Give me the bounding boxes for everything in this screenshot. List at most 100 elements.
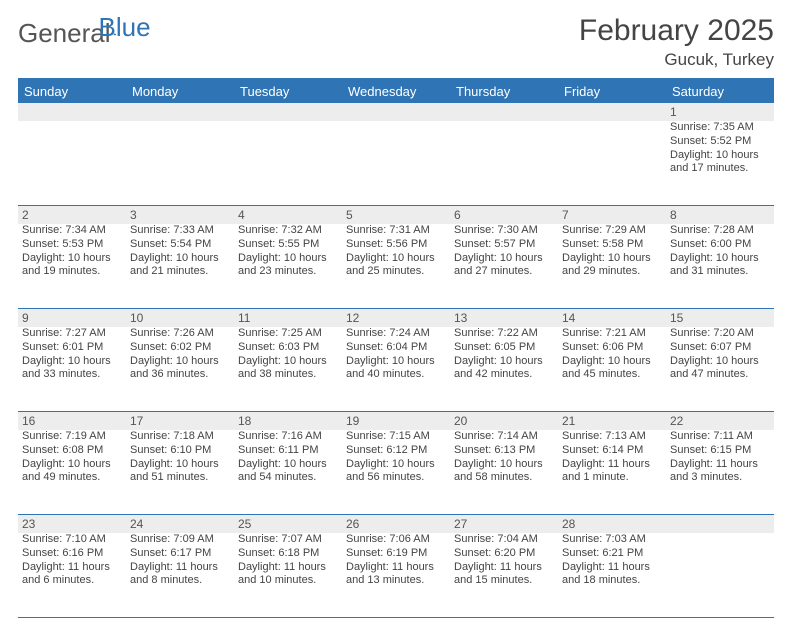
sunrise-text: Sunrise: 7:34 AM xyxy=(22,224,122,238)
day-cell-body: Sunrise: 7:11 AMSunset: 6:15 PMDaylight:… xyxy=(666,430,774,489)
logo-text-general: General xyxy=(18,18,111,49)
day-cell: Sunrise: 7:33 AMSunset: 5:54 PMDaylight:… xyxy=(126,224,234,308)
day-number: 9 xyxy=(18,309,126,327)
week-row: Sunrise: 7:35 AMSunset: 5:52 PMDaylight:… xyxy=(18,121,774,206)
sunset-text: Sunset: 6:13 PM xyxy=(454,444,554,458)
daylight-text: Daylight: 10 hours and 40 minutes. xyxy=(346,355,446,383)
day-cell: Sunrise: 7:04 AMSunset: 6:20 PMDaylight:… xyxy=(450,533,558,617)
daylight-text: Daylight: 10 hours and 38 minutes. xyxy=(238,355,338,383)
daylight-text: Daylight: 10 hours and 23 minutes. xyxy=(238,252,338,280)
day-cell: Sunrise: 7:03 AMSunset: 6:21 PMDaylight:… xyxy=(558,533,666,617)
week-row: Sunrise: 7:19 AMSunset: 6:08 PMDaylight:… xyxy=(18,430,774,515)
day-number: 14 xyxy=(558,309,666,327)
sunset-text: Sunset: 6:17 PM xyxy=(130,547,230,561)
sunrise-text: Sunrise: 7:31 AM xyxy=(346,224,446,238)
brand-logo: General Blue xyxy=(18,14,197,49)
day-number-row: 1 xyxy=(18,103,774,121)
day-cell xyxy=(666,533,774,617)
daylight-text: Daylight: 11 hours and 18 minutes. xyxy=(562,561,662,589)
day-number: 8 xyxy=(666,206,774,224)
day-number-row: 2345678 xyxy=(18,206,774,224)
day-cell: Sunrise: 7:18 AMSunset: 6:10 PMDaylight:… xyxy=(126,430,234,514)
day-number: 7 xyxy=(558,206,666,224)
sunrise-text: Sunrise: 7:25 AM xyxy=(238,327,338,341)
day-number xyxy=(450,103,558,121)
month-title: February 2025 xyxy=(579,14,774,48)
day-number: 19 xyxy=(342,412,450,430)
sunset-text: Sunset: 6:21 PM xyxy=(562,547,662,561)
day-header: Sunday xyxy=(18,80,126,103)
day-cell-body: Sunrise: 7:10 AMSunset: 6:16 PMDaylight:… xyxy=(18,533,126,592)
day-cell-body: Sunrise: 7:35 AMSunset: 5:52 PMDaylight:… xyxy=(666,121,774,180)
sunset-text: Sunset: 6:02 PM xyxy=(130,341,230,355)
day-number xyxy=(342,103,450,121)
sunrise-text: Sunrise: 7:28 AM xyxy=(670,224,770,238)
day-number: 20 xyxy=(450,412,558,430)
sunset-text: Sunset: 6:07 PM xyxy=(670,341,770,355)
day-cell-body: Sunrise: 7:32 AMSunset: 5:55 PMDaylight:… xyxy=(234,224,342,283)
day-cell-body xyxy=(234,121,342,125)
day-cell-body: Sunrise: 7:26 AMSunset: 6:02 PMDaylight:… xyxy=(126,327,234,386)
day-cell: Sunrise: 7:14 AMSunset: 6:13 PMDaylight:… xyxy=(450,430,558,514)
day-cell-body: Sunrise: 7:22 AMSunset: 6:05 PMDaylight:… xyxy=(450,327,558,386)
day-cell-body: Sunrise: 7:27 AMSunset: 6:01 PMDaylight:… xyxy=(18,327,126,386)
sunrise-text: Sunrise: 7:24 AM xyxy=(346,327,446,341)
day-number: 4 xyxy=(234,206,342,224)
daylight-text: Daylight: 10 hours and 54 minutes. xyxy=(238,458,338,486)
sunrise-text: Sunrise: 7:33 AM xyxy=(130,224,230,238)
weeks-container: 1Sunrise: 7:35 AMSunset: 5:52 PMDaylight… xyxy=(18,103,774,618)
page-header: General Blue February 2025 Gucuk, Turkey xyxy=(18,14,774,70)
day-cell-body xyxy=(558,121,666,125)
sunset-text: Sunset: 6:01 PM xyxy=(22,341,122,355)
daylight-text: Daylight: 10 hours and 31 minutes. xyxy=(670,252,770,280)
daylight-text: Daylight: 10 hours and 29 minutes. xyxy=(562,252,662,280)
day-number: 3 xyxy=(126,206,234,224)
day-cell: Sunrise: 7:25 AMSunset: 6:03 PMDaylight:… xyxy=(234,327,342,411)
sunset-text: Sunset: 6:16 PM xyxy=(22,547,122,561)
sunrise-text: Sunrise: 7:21 AM xyxy=(562,327,662,341)
day-cell: Sunrise: 7:26 AMSunset: 6:02 PMDaylight:… xyxy=(126,327,234,411)
week-row: Sunrise: 7:34 AMSunset: 5:53 PMDaylight:… xyxy=(18,224,774,309)
daylight-text: Daylight: 10 hours and 17 minutes. xyxy=(670,149,770,177)
sunset-text: Sunset: 6:04 PM xyxy=(346,341,446,355)
day-cell-body: Sunrise: 7:30 AMSunset: 5:57 PMDaylight:… xyxy=(450,224,558,283)
day-number: 27 xyxy=(450,515,558,533)
day-cell-body xyxy=(342,121,450,125)
daylight-text: Daylight: 11 hours and 6 minutes. xyxy=(22,561,122,589)
day-cell-body: Sunrise: 7:18 AMSunset: 6:10 PMDaylight:… xyxy=(126,430,234,489)
day-cell xyxy=(450,121,558,205)
sunset-text: Sunset: 6:19 PM xyxy=(346,547,446,561)
day-number-row: 232425262728 xyxy=(18,515,774,533)
title-block: February 2025 Gucuk, Turkey xyxy=(579,14,774,70)
sunrise-text: Sunrise: 7:06 AM xyxy=(346,533,446,547)
day-cell-body: Sunrise: 7:19 AMSunset: 6:08 PMDaylight:… xyxy=(18,430,126,489)
day-number: 15 xyxy=(666,309,774,327)
daylight-text: Daylight: 10 hours and 27 minutes. xyxy=(454,252,554,280)
sunrise-text: Sunrise: 7:09 AM xyxy=(130,533,230,547)
sunset-text: Sunset: 6:10 PM xyxy=(130,444,230,458)
sunrise-text: Sunrise: 7:14 AM xyxy=(454,430,554,444)
day-cell-body: Sunrise: 7:29 AMSunset: 5:58 PMDaylight:… xyxy=(558,224,666,283)
daylight-text: Daylight: 10 hours and 49 minutes. xyxy=(22,458,122,486)
day-cell: Sunrise: 7:35 AMSunset: 5:52 PMDaylight:… xyxy=(666,121,774,205)
sunrise-text: Sunrise: 7:30 AM xyxy=(454,224,554,238)
day-number: 11 xyxy=(234,309,342,327)
day-cell-body: Sunrise: 7:16 AMSunset: 6:11 PMDaylight:… xyxy=(234,430,342,489)
day-number: 13 xyxy=(450,309,558,327)
sunset-text: Sunset: 6:03 PM xyxy=(238,341,338,355)
day-number: 24 xyxy=(126,515,234,533)
day-cell-body: Sunrise: 7:09 AMSunset: 6:17 PMDaylight:… xyxy=(126,533,234,592)
day-number: 21 xyxy=(558,412,666,430)
day-cell-body xyxy=(18,121,126,125)
week-row: Sunrise: 7:10 AMSunset: 6:16 PMDaylight:… xyxy=(18,533,774,618)
day-cell xyxy=(18,121,126,205)
day-cell-body xyxy=(450,121,558,125)
day-cell-body: Sunrise: 7:04 AMSunset: 6:20 PMDaylight:… xyxy=(450,533,558,592)
sunrise-text: Sunrise: 7:03 AM xyxy=(562,533,662,547)
sunrise-text: Sunrise: 7:22 AM xyxy=(454,327,554,341)
sunrise-text: Sunrise: 7:07 AM xyxy=(238,533,338,547)
day-number: 22 xyxy=(666,412,774,430)
day-cell: Sunrise: 7:21 AMSunset: 6:06 PMDaylight:… xyxy=(558,327,666,411)
day-cell-body xyxy=(126,121,234,125)
day-cell-body: Sunrise: 7:14 AMSunset: 6:13 PMDaylight:… xyxy=(450,430,558,489)
